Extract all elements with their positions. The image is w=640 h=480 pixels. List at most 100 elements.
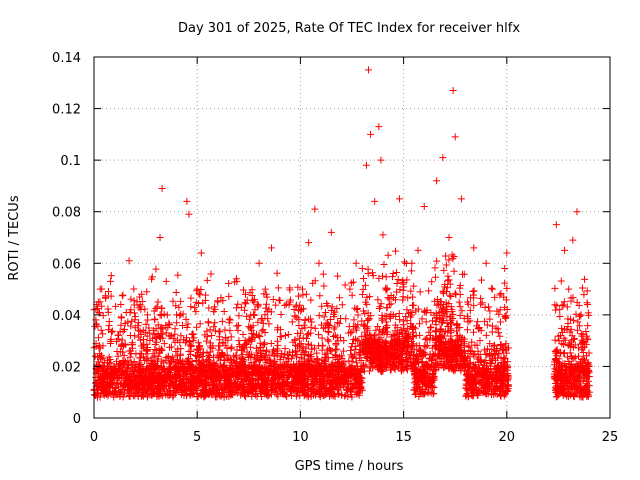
cloud-point xyxy=(247,323,255,331)
cloud-point xyxy=(126,332,134,340)
cloud-point xyxy=(437,362,445,370)
cloud-point xyxy=(341,380,349,388)
cloud-point xyxy=(216,351,224,359)
cloud-point xyxy=(410,345,418,353)
cloud-point xyxy=(304,364,312,372)
cloud-point xyxy=(355,337,363,345)
data-point xyxy=(183,197,191,205)
cloud-point xyxy=(428,378,436,386)
y-tick-label: 0.12 xyxy=(52,103,81,118)
cloud-point xyxy=(262,290,270,298)
cloud-point xyxy=(497,392,505,400)
cloud-point xyxy=(470,287,478,295)
cloud-point xyxy=(254,300,262,308)
cloud-point xyxy=(451,366,459,374)
cloud-point xyxy=(233,322,241,330)
cloud-point xyxy=(561,370,569,378)
cloud-point xyxy=(551,365,559,373)
cloud-point xyxy=(461,354,469,362)
cloud-point xyxy=(136,336,144,344)
y-tick-label: 0.06 xyxy=(52,257,81,272)
cloud-point xyxy=(478,299,486,307)
cloud-point xyxy=(150,330,158,338)
cloud-point xyxy=(188,377,196,385)
data-point xyxy=(292,383,300,391)
cloud-point xyxy=(583,361,591,369)
cloud-point xyxy=(228,383,236,391)
cloud-point xyxy=(486,307,494,315)
cloud-point xyxy=(196,320,204,328)
cloud-point xyxy=(302,344,310,352)
cloud-point xyxy=(135,333,143,341)
x-tick-label: 15 xyxy=(395,430,412,445)
cloud-point xyxy=(262,304,270,312)
cloud-point xyxy=(584,322,592,330)
cloud-point xyxy=(148,369,156,377)
cloud-point xyxy=(387,333,395,341)
cloud-point xyxy=(216,370,224,378)
cloud-point xyxy=(427,383,435,391)
cloud-point xyxy=(295,321,303,329)
cloud-point xyxy=(239,286,247,294)
cloud-point xyxy=(444,328,452,336)
cloud-point xyxy=(183,324,191,332)
cloud-point xyxy=(582,327,590,335)
cloud-point xyxy=(345,323,353,331)
cloud-point xyxy=(199,375,207,383)
cloud-point xyxy=(493,344,501,352)
cloud-point xyxy=(107,337,115,345)
cloud-point xyxy=(130,301,138,309)
cloud-point xyxy=(177,297,185,305)
cloud-point xyxy=(400,258,408,266)
cloud-point xyxy=(132,363,140,371)
cloud-point xyxy=(294,283,302,291)
cloud-point xyxy=(584,336,592,344)
cloud-point xyxy=(204,378,212,386)
cloud-point xyxy=(339,369,347,377)
cloud-point xyxy=(388,362,396,370)
cloud-point xyxy=(308,345,316,353)
cloud-point xyxy=(155,373,163,380)
cloud-point xyxy=(552,354,560,362)
cloud-point xyxy=(165,382,173,390)
cloud-point xyxy=(422,318,430,326)
cloud-point xyxy=(296,392,304,400)
cloud-point xyxy=(469,389,477,397)
cloud-point xyxy=(397,351,405,359)
cloud-point xyxy=(130,358,138,366)
data-point xyxy=(501,264,509,272)
cloud-point xyxy=(344,329,352,337)
cloud-point xyxy=(177,332,185,340)
cloud-point xyxy=(496,318,504,326)
cloud-point xyxy=(255,366,263,374)
data-point xyxy=(352,259,360,267)
cloud-point xyxy=(458,352,466,360)
cloud-point xyxy=(585,349,593,357)
cloud-point xyxy=(571,364,579,372)
cloud-point xyxy=(249,330,257,338)
cloud-point xyxy=(403,276,411,284)
cloud-point xyxy=(447,303,455,311)
data-point xyxy=(131,324,139,332)
cloud-point xyxy=(500,293,508,301)
data-point xyxy=(173,311,181,319)
cloud-point xyxy=(131,316,139,324)
data-point xyxy=(189,337,197,345)
cloud-point xyxy=(408,325,416,333)
cloud-point xyxy=(166,386,174,394)
cloud-point xyxy=(551,347,559,355)
cloud-point xyxy=(451,341,459,349)
data-point xyxy=(358,264,366,272)
cloud-point xyxy=(357,341,365,349)
cloud-point xyxy=(151,345,159,353)
cloud-point xyxy=(172,363,180,371)
cloud-point xyxy=(127,382,135,390)
cloud-point xyxy=(317,364,325,372)
cloud-point xyxy=(369,269,377,277)
cloud-point xyxy=(412,331,420,339)
cloud-point xyxy=(441,341,449,349)
cloud-point xyxy=(393,336,401,344)
cloud-point xyxy=(142,377,150,385)
cloud-point xyxy=(469,287,477,295)
cloud-point xyxy=(308,318,316,326)
